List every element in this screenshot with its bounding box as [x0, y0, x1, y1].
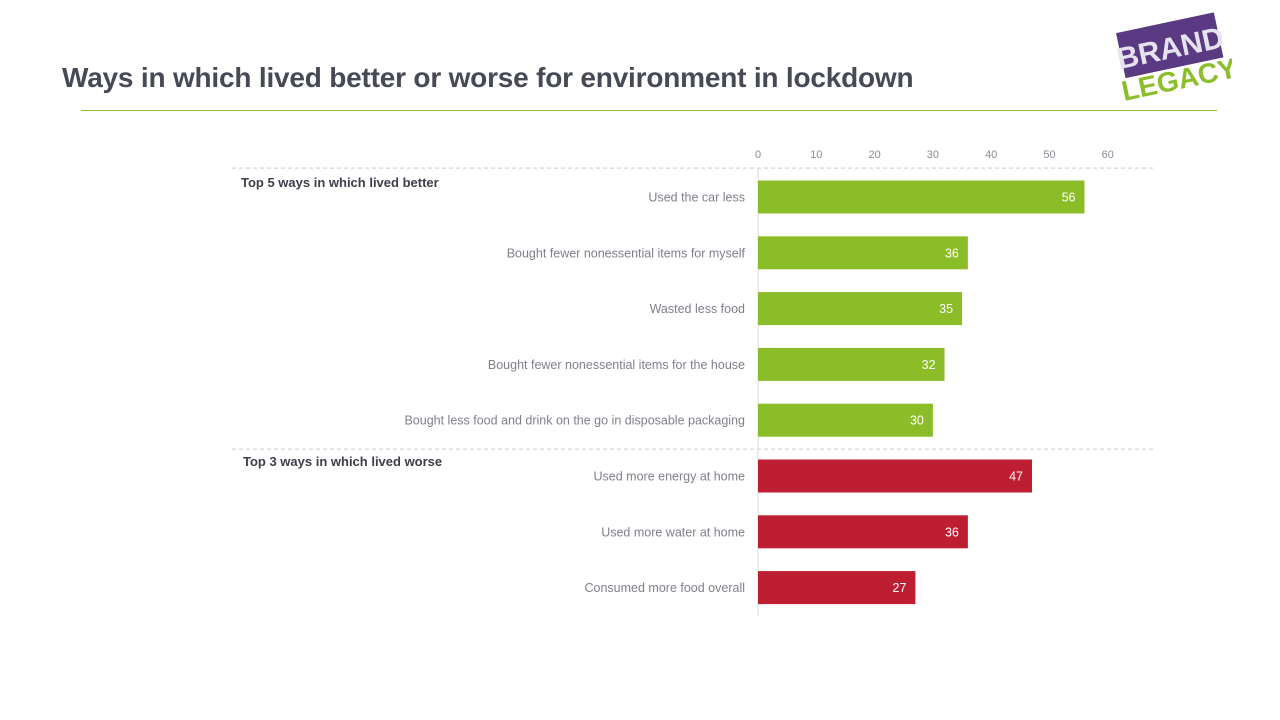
x-tick-label: 60: [1102, 149, 1114, 161]
category-label: Used more water at home: [601, 525, 745, 539]
bar: [758, 292, 963, 326]
page-title: Ways in which lived better or worse for …: [62, 62, 914, 93]
x-tick-label: 0: [755, 149, 761, 161]
group-labels: Top 5 ways in which lived better Top 3 wa…: [241, 175, 442, 469]
category-label: Bought fewer nonessential items for the …: [488, 358, 745, 372]
data-label: 36: [945, 525, 959, 539]
category-label: Wasted less food: [650, 302, 745, 316]
title-divider: [81, 110, 1217, 111]
data-label: 27: [893, 581, 907, 595]
x-tick-label: 50: [1043, 149, 1055, 161]
x-axis-ticks: 0 10 20 30 40 50 60: [755, 149, 1114, 161]
x-tick-label: 20: [868, 149, 880, 161]
bar: [758, 180, 1085, 214]
x-tick-label: 30: [927, 149, 939, 161]
category-label: Consumed more food overall: [585, 581, 746, 595]
data-label: 56: [1062, 191, 1076, 205]
category-label: Bought fewer nonessential items for myse…: [507, 246, 746, 260]
group-label: Top 3 ways in which lived worse: [243, 454, 442, 469]
bar: [758, 403, 933, 437]
bars: [758, 180, 1085, 605]
bar: [758, 571, 916, 605]
data-labels: 56 36 35 32 30 47 36 27: [893, 191, 1076, 596]
category-labels: Used the car less Bought fewer nonessenti…: [404, 191, 745, 596]
data-label: 35: [939, 302, 953, 316]
data-label: 30: [910, 414, 924, 428]
bar: [758, 347, 945, 381]
data-label: 32: [922, 358, 936, 372]
x-tick-label: 40: [985, 149, 997, 161]
logo-purple-block: [1116, 12, 1224, 79]
brand-legacy-logo: BRAND LEGACY: [1114, 12, 1232, 107]
bar: [758, 236, 968, 270]
x-tick-label: 10: [810, 149, 822, 161]
category-label: Used the car less: [648, 191, 745, 205]
data-label: 36: [945, 246, 959, 260]
data-label: 47: [1009, 470, 1023, 484]
bar: [758, 459, 1033, 493]
group-label: Top 5 ways in which lived better: [241, 175, 439, 190]
category-label: Bought less food and drink on the go in …: [404, 414, 745, 428]
bar: [758, 515, 968, 549]
category-label: Used more energy at home: [594, 470, 746, 484]
